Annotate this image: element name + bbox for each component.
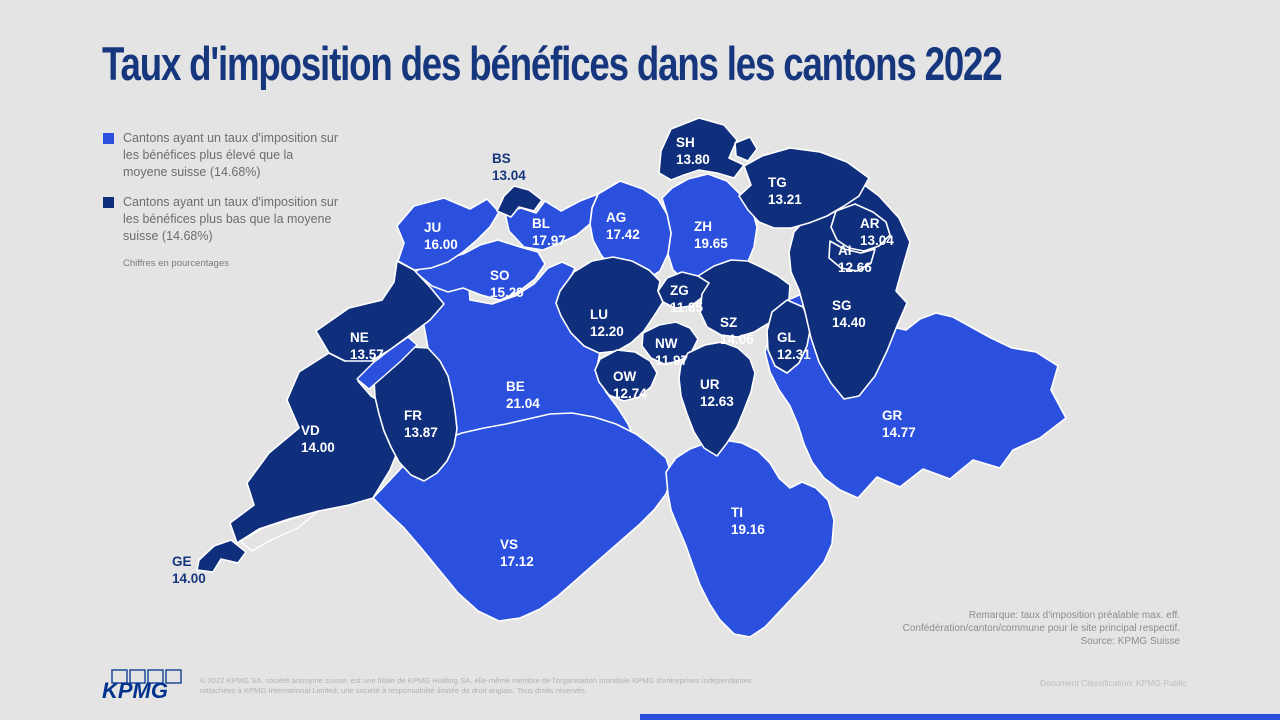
copyright-text: © 2022 KPMG SA, société anonyme suisse, … bbox=[200, 676, 810, 696]
canton-SH bbox=[658, 117, 745, 181]
legend-item-above-average: Cantons ayant un taux d'imposition sur l… bbox=[103, 130, 341, 181]
canton-VS bbox=[372, 412, 673, 622]
legend: Cantons ayant un taux d'imposition sur l… bbox=[103, 130, 341, 269]
canton-GL bbox=[766, 299, 812, 374]
canton-TI bbox=[665, 439, 835, 638]
canton-label-GE: GE 14.00 bbox=[172, 554, 206, 586]
page-title: Taux d'imposition des bénéfices dans les… bbox=[102, 37, 1003, 90]
canton-label-GL: GL 12.31 bbox=[777, 330, 811, 362]
canton-label-FR: FR 13.87 bbox=[404, 408, 438, 440]
canton-FR bbox=[373, 346, 458, 482]
canton-label-BS: BS 13.04 bbox=[492, 151, 526, 183]
canton-label-AG: AG 17.42 bbox=[606, 210, 640, 242]
footnote-line-2: Confédération/canton/commune pour le sit… bbox=[902, 623, 1180, 634]
copyright-line-1: © 2022 KPMG SA, société anonyme suisse, … bbox=[200, 676, 752, 685]
canton-label-AR: AR 13.04 bbox=[860, 216, 894, 248]
canton-label-OW: OW 12.74 bbox=[613, 369, 647, 401]
lake-neuchatel-icon bbox=[356, 336, 418, 390]
canton-label-SG: SG 14.40 bbox=[832, 298, 866, 330]
canton-label-LU: LU 12.20 bbox=[590, 307, 624, 339]
canton-label-NW: NW 11.97 bbox=[655, 336, 688, 368]
canton-LU bbox=[555, 256, 664, 354]
canton-label-BL: BL 17.97 bbox=[532, 216, 566, 248]
lake-geneva-icon bbox=[239, 510, 319, 552]
legend-label-below-average: Cantons ayant un taux d'imposition sur l… bbox=[123, 195, 339, 243]
legend-swatch-below-average bbox=[103, 197, 114, 208]
canton-label-SZ: SZ 14.06 bbox=[720, 315, 754, 347]
canton-OW bbox=[594, 349, 658, 402]
canton-label-VD: VD 14.00 bbox=[301, 423, 335, 455]
canton-BL bbox=[504, 193, 599, 251]
canton-BS bbox=[496, 185, 543, 218]
canton-label-SH: SH 13.80 bbox=[676, 135, 710, 167]
canton-NE bbox=[315, 260, 445, 362]
kpmg-logo: KPMG bbox=[102, 669, 182, 703]
map-footnote: Remarque: taux d'imposition préalable ma… bbox=[903, 609, 1180, 648]
canton-AI bbox=[828, 240, 876, 272]
canton-AR bbox=[830, 203, 891, 252]
canton-label-VS: VS 17.12 bbox=[500, 537, 534, 569]
canton-SH bbox=[734, 136, 758, 162]
footnote-line-3: Source: KPMG Suisse bbox=[1080, 636, 1180, 647]
canton-UR bbox=[678, 341, 756, 457]
canton-label-TI: TI 19.16 bbox=[731, 505, 765, 537]
canton-label-GR: GR 14.77 bbox=[882, 408, 916, 440]
copyright-line-2: rattachées à KPMG International Limited,… bbox=[200, 686, 587, 695]
canton-label-UR: UR 12.63 bbox=[700, 377, 734, 409]
canton-label-AI: AI 12.66 bbox=[838, 243, 872, 275]
canton-label-JU: JU 16.00 bbox=[424, 220, 458, 252]
canton-label-ZH: ZH 19.65 bbox=[694, 219, 728, 251]
footnote-line-1: Remarque: taux d'imposition préalable ma… bbox=[968, 610, 1180, 621]
footer-accent-bar bbox=[640, 714, 1280, 720]
canton-label-TG: TG 13.21 bbox=[768, 175, 802, 207]
document-classification: Document Classification: KPMG Public bbox=[1040, 678, 1187, 688]
kpmg-logo-text: KPMG bbox=[102, 678, 168, 703]
kpmg-logo-boxes-icon bbox=[111, 669, 182, 684]
canton-GE bbox=[196, 539, 247, 573]
canton-TG bbox=[738, 147, 870, 229]
canton-label-SO: SO 15.29 bbox=[490, 268, 524, 300]
legend-label-above-average: Cantons ayant un taux d'imposition sur l… bbox=[123, 131, 339, 179]
canton-label-NE: NE 13.57 bbox=[350, 330, 384, 362]
canton-label-BE: BE 21.04 bbox=[506, 379, 540, 411]
legend-note: Chiffres en pourcentages bbox=[123, 258, 229, 269]
legend-swatch-above-average bbox=[103, 133, 114, 144]
legend-item-below-average: Cantons ayant un taux d'imposition sur l… bbox=[103, 194, 341, 245]
canton-label-ZG: ZG 11.85 bbox=[670, 283, 704, 315]
